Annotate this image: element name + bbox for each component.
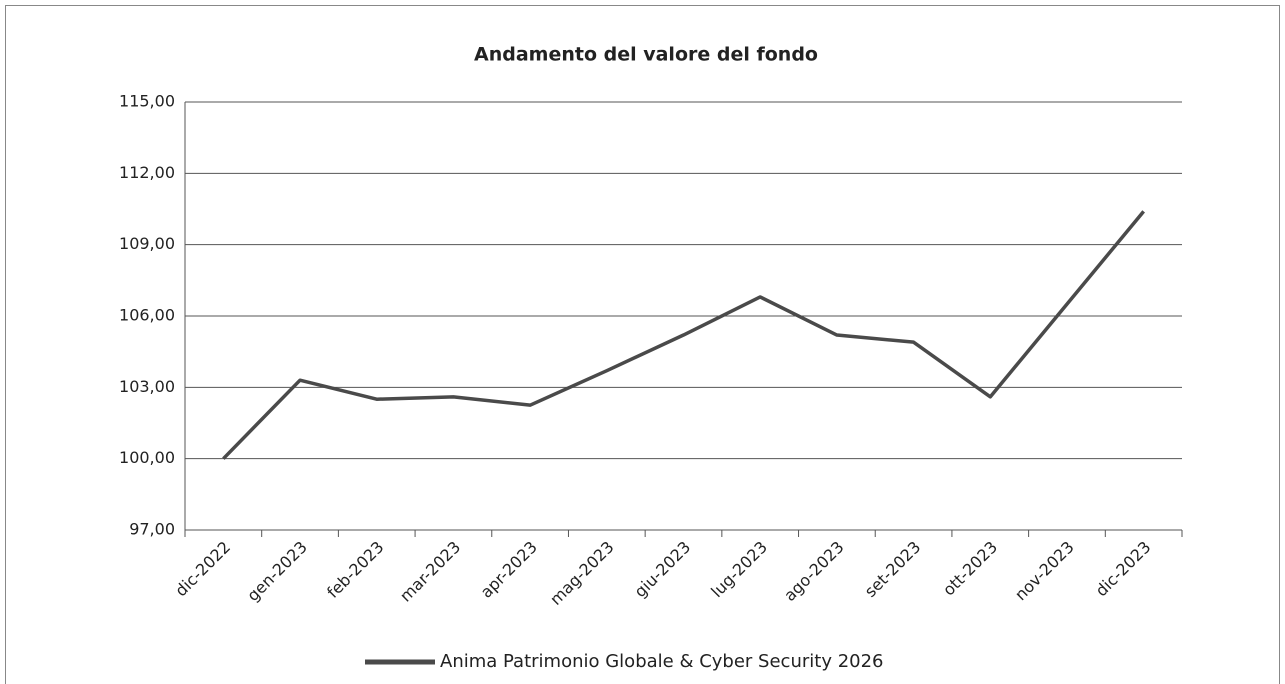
y-tick-label: 100,00 bbox=[119, 448, 175, 467]
x-tick-label: lug-2023 bbox=[707, 537, 771, 601]
x-tick-label: ott-2023 bbox=[939, 537, 1001, 599]
x-tick-label: dic-2022 bbox=[171, 537, 234, 600]
y-tick-label: 106,00 bbox=[119, 306, 175, 325]
chart-frame bbox=[5, 5, 1280, 684]
x-tick-label: dic-2023 bbox=[1092, 537, 1155, 600]
y-tick-label: 97,00 bbox=[129, 520, 175, 539]
x-tick-label: ago-2023 bbox=[780, 537, 848, 605]
x-tick-label: apr-2023 bbox=[477, 537, 541, 601]
x-tick-label: feb-2023 bbox=[323, 537, 387, 601]
legend-label: Anima Patrimonio Globale & Cyber Securit… bbox=[440, 651, 884, 672]
x-tick-label: mar-2023 bbox=[396, 537, 464, 605]
x-tick-label: mag-2023 bbox=[546, 537, 617, 608]
y-tick-label: 103,00 bbox=[119, 377, 175, 396]
x-tick-label: nov-2023 bbox=[1011, 537, 1078, 604]
y-tick-label: 112,00 bbox=[119, 163, 175, 182]
y-tick-label: 109,00 bbox=[119, 234, 175, 253]
x-tick-label: gen-2023 bbox=[243, 537, 311, 605]
x-tick-label: giu-2023 bbox=[631, 537, 695, 601]
line-series bbox=[222, 210, 1146, 460]
chart-title: Andamento del valore del fondo bbox=[474, 44, 818, 66]
y-tick-label: 115,00 bbox=[119, 92, 175, 111]
x-tick-label: set-2023 bbox=[861, 537, 925, 601]
